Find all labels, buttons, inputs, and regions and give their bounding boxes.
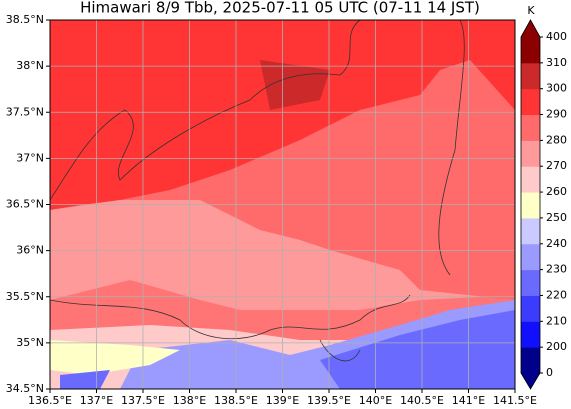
- x-tick-label: 139°E: [266, 394, 299, 407]
- colorbar-tick-label: 290: [546, 108, 567, 121]
- x-tick-label: 138.5°E: [214, 394, 258, 407]
- colorbar-tick-label: 280: [546, 133, 567, 146]
- colorbar-segment: [521, 192, 540, 219]
- colorbar-tick-label: 240: [546, 237, 567, 250]
- colorbar-segment: [521, 347, 540, 374]
- colorbar-segment: [521, 269, 540, 296]
- colorbar-tick-label: 400: [546, 30, 567, 43]
- colorbar-segment: [521, 37, 540, 64]
- colorbar-tick-label: 0: [546, 366, 553, 379]
- colorbar-outline: [520, 19, 541, 390]
- colorbar-segment: [521, 217, 540, 245]
- map-axes: 136.5°E 137°E 137.5°E 138°E 138.5°E 139°E 139.…: [6, 13, 537, 407]
- colorbar-tick-label: 260: [546, 185, 567, 198]
- colorbar-segment: [521, 295, 540, 322]
- y-tick-label: 36°N: [16, 244, 44, 257]
- colorbar-extend-top: [521, 20, 540, 37]
- y-tick-label: 38°N: [16, 59, 44, 72]
- colorbar-segment: [521, 243, 540, 271]
- colorbar-tick-label: 210: [546, 314, 567, 327]
- colorbar-segment: [521, 140, 540, 167]
- x-tick-label: 137.5°E: [121, 394, 165, 407]
- colorbar-tick-label: 310: [546, 56, 567, 69]
- colorbar-tick-label: 270: [546, 159, 567, 172]
- colorbar-tick-label: 230: [546, 263, 567, 276]
- x-tick-label: 139.5°E: [307, 394, 351, 407]
- colorbar-segment: [521, 321, 540, 348]
- colorbar-tick-label: 300: [546, 82, 567, 95]
- map-frame: [49, 19, 516, 390]
- y-tick-label: 38.5°N: [6, 13, 44, 26]
- colorbar-extend-bottom: [521, 373, 540, 389]
- y-tick-label: 35.5°N: [6, 290, 44, 303]
- y-tick-label: 35°N: [16, 336, 44, 349]
- colorbar-tick-label: 220: [546, 288, 567, 301]
- map-title: Himawari 8/9 Tbb, 2025-07-11 05 UTC (07-…: [80, 0, 480, 17]
- colorbar-tick-label: 200: [546, 340, 567, 353]
- colorbar-segment: [521, 88, 540, 116]
- colorbar-segment: [521, 62, 540, 90]
- colorbar-label: K: [527, 4, 535, 17]
- x-tick-label: 137°E: [80, 394, 113, 407]
- x-tick-label: 141°E: [452, 394, 485, 407]
- y-tick-label: 34.5°N: [6, 382, 44, 395]
- y-tick-label: 37.5°N: [6, 105, 44, 118]
- x-tick-label: 138°E: [173, 394, 206, 407]
- x-tick-label: 136.5°E: [28, 394, 72, 407]
- y-tick-label: 36.5°N: [6, 198, 44, 211]
- colorbar: K 0 200 210 220 230 240 250 260 270 280 290 300 310 4…: [520, 4, 567, 390]
- x-tick-label: 141.5°E: [493, 394, 537, 407]
- x-tick-label: 140.5°E: [400, 394, 444, 407]
- colorbar-segment: [521, 114, 540, 141]
- colorbar-tick-label: 250: [546, 211, 567, 224]
- colorbar-segment: [521, 166, 540, 193]
- y-tick-label: 37°N: [16, 151, 44, 164]
- x-tick-label: 140°E: [359, 394, 392, 407]
